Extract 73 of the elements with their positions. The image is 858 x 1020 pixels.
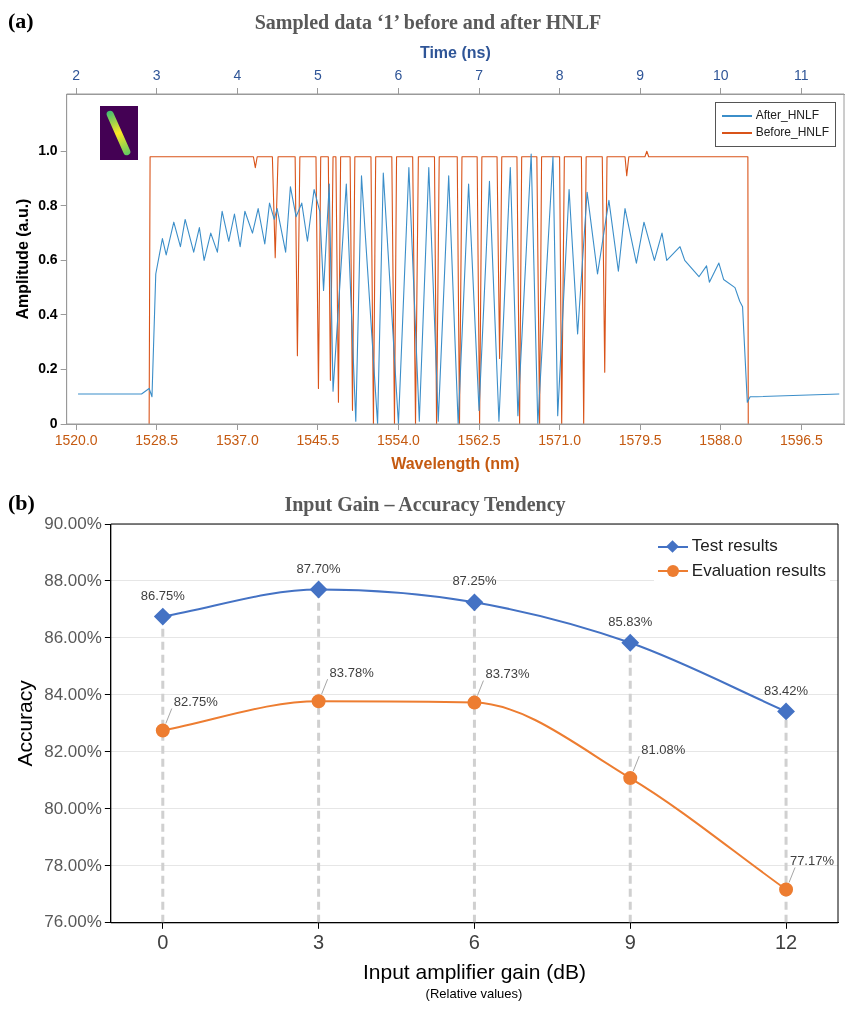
x-tick-label: 1579.5 [618, 432, 662, 449]
x-tick-label: 1596.5 [779, 432, 823, 449]
x-axis-title: Wavelength (nm) [391, 454, 520, 472]
legend-label: Test results [691, 536, 778, 555]
data-label: 87.70% [296, 560, 342, 576]
chart-title: Input Gain – Accuracy Tendency [284, 493, 566, 517]
y-tick-label: 80.00% [44, 798, 102, 818]
x2-tick-label: 2 [72, 67, 81, 84]
x-tick-label: 12 [774, 931, 798, 954]
point [621, 634, 639, 652]
y-tick-label: 78.00% [44, 855, 102, 875]
chart-title: Sampled data ‘1’ before and after HNLF [254, 11, 602, 35]
point [623, 771, 638, 786]
point [155, 723, 170, 738]
y-tick-label: 0.4 [38, 305, 58, 322]
y-tick-label: 0 [49, 414, 58, 431]
y-axis-title: Amplitude (a.u.) [14, 198, 32, 320]
y-tick-label: 0.6 [38, 251, 58, 268]
data-label: 81.08% [641, 741, 686, 757]
x2-tick-label: 10 [713, 67, 729, 84]
text: (Relative values) [424, 986, 524, 1001]
point [777, 702, 795, 720]
y-axis-title: Accuracy [13, 679, 37, 767]
x-tick-label: 1520.0 [54, 432, 98, 449]
data-label: 82.75% [173, 694, 219, 710]
data-label: 87.25% [452, 573, 497, 589]
x-tick-label: 9 [624, 931, 636, 954]
point [310, 581, 328, 599]
x2-tick-label: 3 [152, 67, 161, 84]
text: (b) [8, 490, 35, 516]
x2-tick-label: 6 [394, 67, 403, 84]
data-label: 86.75% [140, 587, 186, 603]
x-tick-label: 1571.0 [538, 432, 582, 449]
x-axis-title: Input amplifier gain (dB) [362, 960, 586, 984]
data-label: 85.83% [608, 613, 653, 629]
data-label: 83.42% [764, 682, 809, 698]
x-tick-label: 1562.5 [457, 432, 501, 449]
data-label: 83.78% [329, 664, 375, 680]
x2-axis-title: Time (ns) [419, 44, 491, 62]
x2-tick-label: 7 [475, 67, 484, 84]
x-tick-label: 1528.5 [135, 432, 179, 449]
x2-tick-label: 11 [794, 67, 809, 84]
point [779, 882, 794, 897]
x2-tick-label: 5 [314, 67, 323, 84]
x-tick-label: 6 [468, 931, 480, 954]
y-tick-label: 82.00% [44, 741, 102, 761]
legend-label: After_HNLF [755, 108, 819, 122]
x2-tick-label: 4 [233, 67, 242, 84]
legend-label: Before_HNLF [755, 125, 829, 140]
point [311, 694, 326, 709]
y-tick-label: 0.8 [38, 196, 58, 213]
x-tick-label: 1554.0 [377, 432, 421, 449]
y-tick-label: 0.2 [38, 360, 58, 377]
data-label: 83.73% [485, 666, 530, 682]
y-tick-label: 84.00% [44, 684, 102, 704]
data-label: 77.17% [789, 853, 835, 869]
y-tick-label: 76.00% [44, 912, 102, 932]
point [465, 593, 483, 611]
point [154, 608, 172, 626]
y-tick-label: 1.0 [38, 142, 58, 159]
y-tick-label: 88.00% [44, 570, 102, 590]
y-tick-label: 90.00% [44, 513, 102, 533]
x-tick-label: 0 [157, 931, 169, 954]
y-tick-label: 86.00% [44, 627, 102, 647]
x-tick-label: 1545.5 [296, 432, 340, 449]
text: (a) [8, 8, 34, 34]
legend-label: Evaluation results [691, 560, 826, 580]
x2-tick-label: 9 [636, 67, 645, 84]
x2-tick-label: 8 [555, 67, 564, 84]
point [467, 695, 482, 710]
x-tick-label: 1537.0 [215, 432, 259, 449]
x-tick-label: 1588.0 [699, 432, 743, 449]
x-tick-label: 3 [313, 931, 325, 954]
